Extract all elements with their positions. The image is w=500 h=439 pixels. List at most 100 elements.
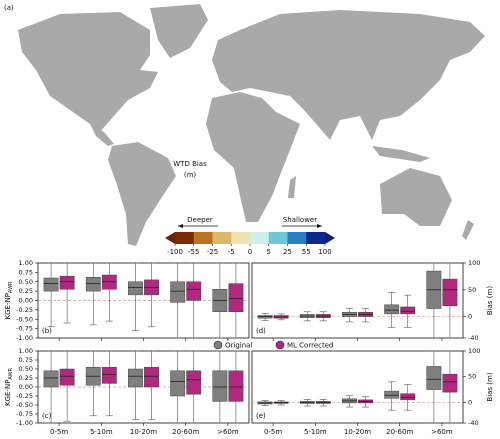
x-tick-label: 20-60m	[386, 428, 413, 436]
y-tick-label: 0.25	[19, 287, 33, 295]
box	[59, 368, 75, 386]
shallower-arrowhead	[317, 224, 322, 228]
colorbar-segment	[175, 232, 195, 244]
y-tick-label: -40	[468, 419, 479, 427]
colorbar-segment	[231, 232, 251, 244]
greenland	[150, 4, 208, 58]
world-map	[18, 4, 485, 246]
x-tick-label: >60m	[217, 428, 239, 436]
y-tick-label: -0.50	[16, 401, 33, 409]
y-tick-label: 0	[468, 313, 472, 321]
box	[212, 370, 228, 402]
panel-label: (d)	[256, 327, 266, 335]
colorbar-segment	[193, 232, 213, 244]
legend-label: Original	[225, 342, 252, 350]
panel-label: (c)	[42, 412, 52, 420]
x-tick-label: 5-10m	[90, 428, 113, 436]
y-tick-label: 0.75	[19, 268, 33, 276]
se-asia-islands	[372, 146, 430, 162]
colorbar-arrow-left	[165, 232, 175, 244]
y-tick-label: 50	[468, 286, 476, 294]
box	[442, 278, 458, 307]
x-tick-label: 10-20m	[130, 428, 157, 436]
box	[228, 370, 244, 402]
deeper-label: Deeper	[187, 216, 213, 224]
madagascar	[288, 176, 296, 198]
new-zealand	[462, 220, 474, 240]
colorbar-tick-label: 0	[248, 248, 252, 256]
box	[400, 393, 416, 401]
colorbar-arrow-right	[325, 232, 335, 244]
colorbar-tick-label: -5	[228, 248, 235, 256]
box	[442, 373, 458, 393]
y-tick-label: 100	[468, 259, 480, 267]
y-axis-label-main: KGE-NP	[4, 380, 12, 406]
box	[384, 390, 400, 399]
y-tick-label: 100	[468, 347, 480, 355]
colorbar-tick-label: -100	[167, 248, 183, 256]
y-tick-label: 0.00	[19, 383, 33, 391]
box	[170, 370, 186, 397]
map-subtitle: (m)	[184, 171, 197, 179]
x-tick-label: 0-5m	[50, 428, 68, 436]
y-tick-label: 50	[468, 373, 476, 381]
y-tick-label: -0.75	[16, 410, 33, 418]
y-tick-label: -0.25	[16, 392, 33, 400]
box	[426, 366, 442, 390]
box	[170, 281, 186, 303]
panel-label: (a)	[4, 4, 14, 12]
colorbar-segment	[306, 232, 326, 244]
colorbar-tick-label: -25	[207, 248, 218, 256]
y-tick-label: -1.00	[16, 334, 33, 342]
x-tick-label: 20-60m	[172, 428, 199, 436]
shallower-label: Shallower	[283, 216, 317, 224]
map-title: WTD Bias	[173, 160, 207, 168]
south-america	[108, 142, 176, 246]
y-tick-label: 0.50	[19, 278, 33, 286]
box	[186, 281, 202, 301]
y-axis-label-sub: AWR	[8, 281, 14, 293]
x-tick-label: 10-20m	[344, 428, 371, 436]
y-tick-label: 0.50	[19, 365, 33, 373]
colorbar-tick-label: -55	[188, 248, 199, 256]
central-america	[90, 124, 114, 146]
y-tick-label: -1.00	[16, 419, 33, 427]
box	[128, 281, 143, 296]
y-axis-label-main: KGE-NP	[4, 293, 12, 319]
y-tick-label: 0.25	[19, 374, 33, 382]
y-tick-label: 1.00	[19, 347, 33, 355]
y-tick-label: -0.50	[16, 315, 33, 323]
north-america	[18, 12, 158, 132]
y-axis-label-sub: AWR	[8, 367, 14, 379]
box	[400, 306, 416, 315]
y-axis-label: Bias (m)	[486, 372, 494, 401]
y-tick-label: 0.75	[19, 356, 33, 364]
y-axis-label: Bias (m)	[486, 286, 494, 315]
africa	[206, 92, 300, 222]
colorbar-tick-label: 5	[267, 248, 271, 256]
box	[59, 275, 75, 290]
y-axis-label: KGE-NPAWR	[4, 367, 14, 406]
box	[228, 283, 244, 312]
colorbar-segment	[212, 232, 232, 244]
deeper-arrowhead	[178, 224, 183, 228]
legend-marker	[213, 340, 223, 350]
box	[101, 366, 117, 384]
colorbar-tick-label: 100	[318, 248, 331, 256]
legend-label: ML Corrected	[287, 342, 333, 350]
x-tick-label: 5-10m	[304, 428, 327, 436]
box	[144, 366, 159, 388]
y-tick-label: 1.00	[19, 259, 33, 267]
y-tick-label: -0.75	[16, 325, 33, 333]
y-tick-label: -0.25	[16, 306, 33, 314]
y-tick-label: -40	[468, 334, 479, 342]
box	[384, 304, 400, 315]
box	[85, 277, 101, 292]
box	[128, 368, 143, 388]
australia	[380, 168, 452, 226]
y-tick-label: 0	[468, 398, 472, 406]
colorbar-segment	[287, 232, 307, 244]
legend-marker	[275, 340, 285, 350]
panel-label: (e)	[256, 412, 266, 420]
